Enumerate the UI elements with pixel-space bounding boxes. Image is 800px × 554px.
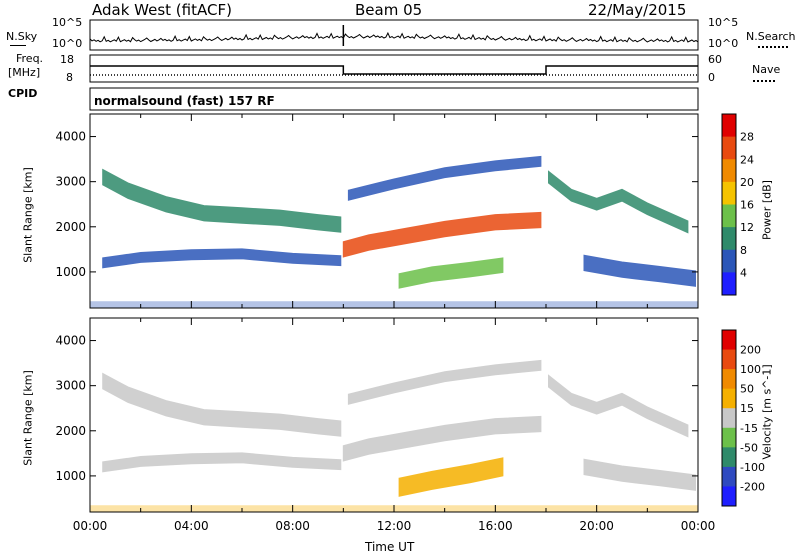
cpid-panel-frame [89,87,699,111]
velocity-colorbar-segment [722,427,736,448]
velocity-colorbar-segment [722,349,736,370]
velocity-echo-band [102,372,342,437]
nsky-tick-bottom: 10^0 [52,37,83,50]
velocity-colorbar-segment [722,466,736,487]
x-tick-label: 00:00 [681,519,716,533]
nsky-tick-top: 10^5 [52,16,83,29]
nsearch-tick-top: 10^5 [708,16,739,29]
velocity-echo-band [583,458,696,491]
power-colorbar-tick: 16 [740,199,754,212]
velocity-colorbar-tick: -200 [740,480,765,493]
velocity-colorbar-segment [722,408,736,429]
velocity-colorbar-tick: 50 [740,383,754,396]
velocity-colorbar-segment [722,447,736,468]
x-axis-label: Time UT [365,540,415,554]
x-tick-label: 16:00 [478,519,513,533]
power-colorbar-tick: 8 [740,244,747,257]
station-title: Adak West (fitACF) [92,1,232,19]
beam-title: Beam 05 [355,1,423,19]
nsky-legend-line [10,45,26,46]
power-colorbar-segment [722,114,736,138]
velocity-colorbar-segment [722,369,736,390]
nsky-panel-frame [89,19,699,51]
freq-panel-frame [89,54,699,83]
velocity-colorbar-segment [722,486,736,507]
velocity-colorbar-segment [722,388,736,409]
power-echo-band [347,155,542,201]
velocity-colorbar-tick: -100 [740,461,765,474]
power-echo-band [398,257,504,289]
nsearch-label: N.Search [746,30,796,43]
x-tick-label: 12:00 [377,519,412,533]
x-tick-label: 04:00 [174,519,209,533]
x-tick-label: 00:00 [73,519,108,533]
cpid-text: normalsound (fast) 157 RF [94,94,275,108]
x-tick-label: 08:00 [275,519,310,533]
velocity-colorbar-tick: 200 [740,344,761,357]
nave-tick-bottom: 0 [708,71,715,84]
x-tick-label: 20:00 [579,519,614,533]
power-colorbar-segment [722,227,736,251]
power-echo-band [102,168,342,233]
power-ytick-label: 2000 [55,220,86,234]
nave-label: Nave [752,63,781,76]
freq-label: Freq. [16,52,44,65]
power-colorbar-tick: 4 [740,266,747,279]
velocity-colorbar-segment [722,330,736,351]
velocity-ytick-label: 3000 [55,379,86,393]
velocity-echo-band [548,374,689,438]
power-echo-band [102,248,342,269]
velocity-colorbar-tick: 15 [740,402,754,415]
freq-tick-bottom: 8 [66,71,73,84]
velocity-colorbar-frame [721,329,737,507]
power-colorbar-tick: 24 [740,153,754,166]
power-colorbar-segment [722,159,736,183]
power-colorbar-tick: 28 [740,131,754,144]
velocity-echo-band [102,452,342,473]
velocity-ytick-label: 4000 [55,334,86,348]
velocity-ytick-label: 1000 [55,469,86,483]
velocity-echo-band [398,457,504,497]
velocity-echo-band [342,415,542,462]
velocity-ytick-label: 2000 [55,424,86,438]
date-title: 22/May/2015 [588,1,687,19]
freq-tick-top: 18 [60,53,74,66]
power-colorbar-tick: 20 [740,176,754,189]
velocity-colorbar-tick: -50 [740,441,758,454]
power-colorbar-segment [722,249,736,273]
nsky-label: N.Sky [6,30,38,43]
power-ytick-label: 1000 [55,265,86,279]
power-ytick-label: 3000 [55,175,86,189]
power-colorbar-segment [722,204,736,228]
power-echo-band [548,170,689,234]
nave-legend-line [753,80,775,82]
power-colorbar-tick: 12 [740,221,754,234]
power-ytick-label: 4000 [55,130,86,144]
power-colorbar-segment [722,181,736,205]
velocity-colorbar-tick: 100 [740,363,761,376]
velocity-echo-band [347,359,542,405]
nsearch-legend-line [758,46,788,48]
freq-unit-label: [MHz] [8,66,41,79]
power-echo-band [342,211,542,258]
nsearch-tick-bottom: 10^0 [708,37,739,50]
nsky-series-line [89,31,699,43]
power-colorbar-frame [721,113,737,296]
velocity-colorbar-tick: -15 [740,422,758,435]
nave-tick-top: 60 [708,53,722,66]
cpid-label: CPID [8,87,38,100]
power-colorbar-segment [722,136,736,160]
power-echo-band [583,254,696,287]
power-colorbar-segment [722,272,736,296]
freq-series-line [90,65,698,75]
